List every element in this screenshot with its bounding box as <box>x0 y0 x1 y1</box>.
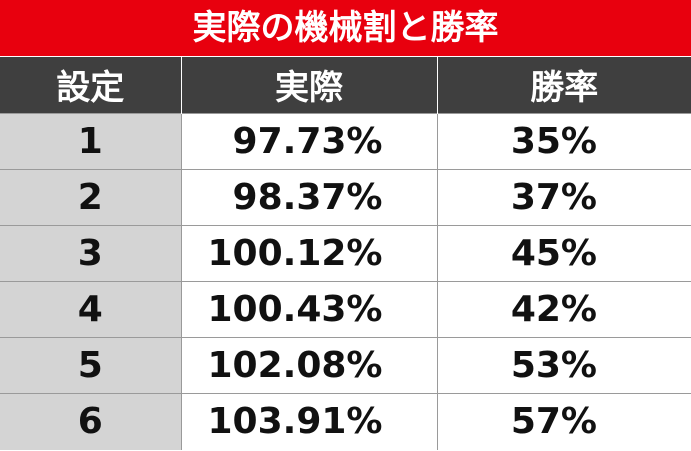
table-row: 6 103.91% 57% <box>0 392 691 450</box>
table-head: 設定 実際 勝率 <box>0 57 691 113</box>
column-header: 設定 <box>0 57 181 113</box>
table-cell: 100.12% <box>180 224 438 282</box>
table-cell: 103.91% <box>180 392 438 450</box>
table-cell: 2 <box>0 168 182 226</box>
table-row: 5 102.08% 53% <box>0 336 691 394</box>
title-bar: 実際の機械割と勝率 <box>0 0 691 57</box>
table-cell: 97.73% <box>180 112 438 170</box>
table-cell: 1 <box>0 112 182 170</box>
table-cell: 98.37% <box>180 168 438 226</box>
table-row: 2 98.37% 37% <box>0 168 691 226</box>
table-cell: 53% <box>436 336 691 394</box>
table-cell: 100.43% <box>180 280 438 338</box>
table-body: 1 97.73% 35% 2 98.37% 37% 3 100.12% 45% 4 100.43% 4… <box>0 112 691 450</box>
table-row: 1 97.73% 35% <box>0 112 691 170</box>
table-cell: 6 <box>0 392 182 450</box>
table-cell: 45% <box>436 224 691 282</box>
table: 設定 実際 勝率 1 97.73% 35% 2 98.37% 37% 3 100.12% 45% 4 1… <box>0 57 691 450</box>
table-row: 4 100.43% 42% <box>0 280 691 338</box>
table-cell: 4 <box>0 280 182 338</box>
table-cell: 42% <box>436 280 691 338</box>
table-row: 3 100.12% 45% <box>0 224 691 282</box>
header-row: 設定 実際 勝率 <box>0 57 691 113</box>
table-cell: 3 <box>0 224 182 282</box>
table-cell: 35% <box>436 112 691 170</box>
table-cell: 102.08% <box>180 336 438 394</box>
table-cell: 37% <box>436 168 691 226</box>
table-cell: 57% <box>436 392 691 450</box>
table-cell: 5 <box>0 336 182 394</box>
column-header: 勝率 <box>436 57 691 113</box>
column-header: 実際 <box>180 57 437 113</box>
